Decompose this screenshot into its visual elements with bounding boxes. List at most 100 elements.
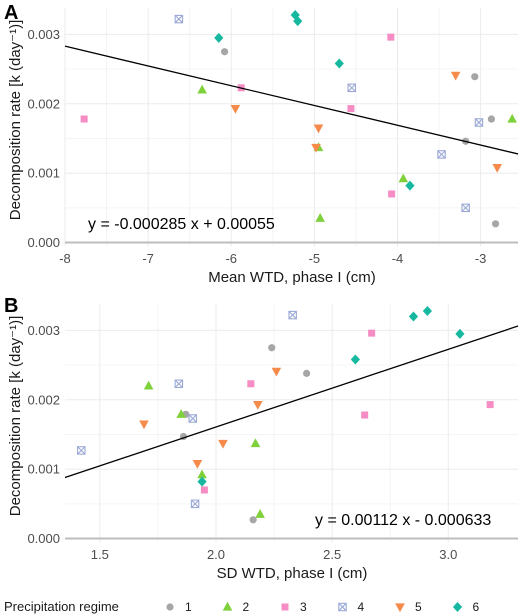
panel-b-point-regime-6	[350, 354, 360, 365]
panel-a-y-tick-label: 0.000	[27, 235, 60, 250]
panel-b-point-regime-3	[486, 401, 494, 409]
panel-a-point-regime-3	[80, 115, 88, 123]
panel-a-point-regime-2	[398, 173, 409, 183]
panel-b-x-tick-label: 2.5	[323, 547, 341, 562]
panel-b-point-regime-1	[303, 369, 311, 377]
panel-a-point-regime-4	[437, 150, 446, 159]
panel-a-point-regime-6	[334, 58, 344, 69]
legend-key-regime-4	[338, 602, 347, 612]
panel-a-x-tick-label: -7	[142, 251, 154, 266]
panel-b-point-regime-6	[455, 328, 465, 339]
legend-label-regime-3: 3	[300, 600, 307, 614]
panel-b-equation: y = 0.00112 x - 0.000633	[315, 512, 491, 529]
panel-b-point-regime-4	[190, 499, 200, 509]
panel-a-x-tick-label: -5	[309, 251, 321, 266]
panel-b-point-regime-5	[139, 420, 149, 430]
panel-b-point-regime-2	[250, 438, 261, 448]
panel-a-point-regime-4	[461, 203, 470, 213]
panel-a-y-tick-label: 0.003	[27, 27, 60, 42]
panel-a-points	[80, 9, 517, 228]
legend-label-regime-2: 2	[243, 600, 250, 614]
panel-a-y-axis-label: Decomposition rate [k (day⁻¹)]	[7, 20, 24, 221]
panel-b-y-tick-label: 0.002	[27, 392, 60, 407]
legend-key-regime-2	[222, 601, 233, 611]
panel-b-x-axis-label: SD WTD, phase I (cm)	[217, 565, 368, 582]
panel-a-x-tick-label: -4	[392, 251, 404, 266]
panel-b-point-regime-4	[174, 379, 184, 389]
panel-b-point-regime-4	[77, 446, 86, 455]
panel-b-point-regime-2	[143, 380, 154, 390]
panel-a-point-regime-4	[347, 83, 357, 93]
panel-a-x-tick-label: -6	[225, 251, 237, 266]
panel-b-point-regime-3	[247, 380, 255, 388]
panel-b-y-tick-label: 0.001	[27, 462, 60, 477]
legend-label-regime-4: 4	[358, 600, 365, 614]
panel-a-point-regime-5	[230, 105, 241, 114]
panel-b-point-regime-5	[271, 367, 282, 377]
panel-a-point-regime-6	[293, 16, 303, 27]
panel-b-point-regime-6	[408, 311, 419, 322]
legend-title: Precipitation regime	[4, 599, 119, 614]
panel-a-y-ticks: 0.000 0.001 0.002 0.003	[27, 27, 60, 250]
panel-a: A -8 -7 -6 -5 -4 -3 0.000 0.001 0.002 0.003 Mean…	[4, 2, 519, 286]
legend: Precipitation regime 1 2 3 4 5 6	[4, 599, 480, 614]
panel-b-y-ticks: 0.000 0.001 0.002 0.003	[27, 323, 60, 546]
legend-key-regime-6	[452, 602, 463, 612]
panel-a-point-regime-4	[174, 14, 184, 24]
legend-key-regime-1	[166, 603, 174, 611]
panel-b-point-regime-6	[197, 476, 207, 487]
panel-a-point-regime-1	[220, 48, 229, 56]
panel-a-x-tick-label: -3	[475, 251, 487, 266]
panel-a-x-ticks: -8 -7 -6 -5 -4 -3	[59, 251, 486, 266]
panel-b-point-regime-4	[288, 310, 297, 320]
panel-b-y-tick-label: 0.000	[27, 531, 60, 546]
panel-a-x-axis-label: Mean WTD, phase I (cm)	[208, 269, 376, 286]
panel-b-point-regime-5	[253, 401, 263, 410]
panel-b-fit-line	[64, 325, 519, 479]
panel-b-point-regime-2	[197, 469, 207, 479]
panel-a-point-regime-5	[311, 143, 321, 153]
legend-label-regime-5: 5	[415, 600, 422, 614]
panel-a-point-regime-2	[507, 113, 517, 123]
panel-a-point-regime-4	[474, 118, 484, 127]
panel-a-point-regime-3	[388, 190, 396, 198]
panel-b-point-regime-5	[218, 439, 228, 449]
panel-a-point-regime-1	[471, 73, 479, 81]
panel-a-point-regime-5	[450, 71, 461, 81]
panel-a-point-regime-1	[491, 220, 500, 228]
panel-b-point-regime-3	[361, 411, 369, 419]
legend-label-regime-1: 1	[185, 600, 192, 614]
panel-a-point-regime-3	[347, 105, 355, 113]
panel-b-point-regime-3	[368, 329, 376, 337]
legend-label-regime-6: 6	[473, 600, 480, 614]
panel-a-equation: y = -0.000285 x + 0.00055	[88, 216, 275, 233]
panel-b: B 1.5 2.0 2.5 3.0 0.000 0.001 0.002 0.003 SD W…	[4, 295, 519, 582]
legend-key-regime-3	[281, 603, 289, 611]
panel-b-point-regime-2	[176, 409, 186, 418]
panel-a-point-regime-6	[290, 9, 300, 20]
panel-b-point-regime-2	[255, 509, 265, 518]
legend-items: 1 2 3 4 5 6	[166, 600, 480, 614]
panel-a-point-regime-6	[214, 32, 224, 43]
panel-b-x-ticks: 1.5 2.0 2.5 3.0	[91, 547, 458, 562]
panel-b-point-regime-3	[200, 486, 208, 494]
panel-b-point-regime-1	[249, 516, 257, 524]
panel-a-point-regime-6	[405, 180, 415, 191]
panel-a-letter: A	[4, 2, 18, 24]
panel-a-y-tick-label: 0.002	[27, 96, 60, 111]
panel-b-point-regime-1	[268, 344, 276, 352]
panel-a-point-regime-5	[313, 124, 324, 134]
panel-b-y-axis-label: Decomposition rate [k (day⁻¹)]	[7, 316, 24, 517]
panel-a-y-tick-label: 0.001	[27, 166, 60, 181]
panel-b-y-tick-label: 0.003	[27, 323, 60, 338]
panel-a-grid	[64, 8, 518, 246]
panel-a-point-regime-5	[492, 163, 503, 173]
panel-b-point-regime-4	[188, 414, 198, 423]
panel-b-points	[77, 305, 494, 524]
panel-b-x-tick-label: 3.0	[439, 547, 457, 562]
panel-b-point-regime-5	[192, 459, 203, 469]
panel-a-fit-line	[64, 45, 519, 155]
panel-a-point-regime-2	[197, 84, 207, 94]
panel-b-x-tick-label: 2.0	[207, 547, 225, 562]
